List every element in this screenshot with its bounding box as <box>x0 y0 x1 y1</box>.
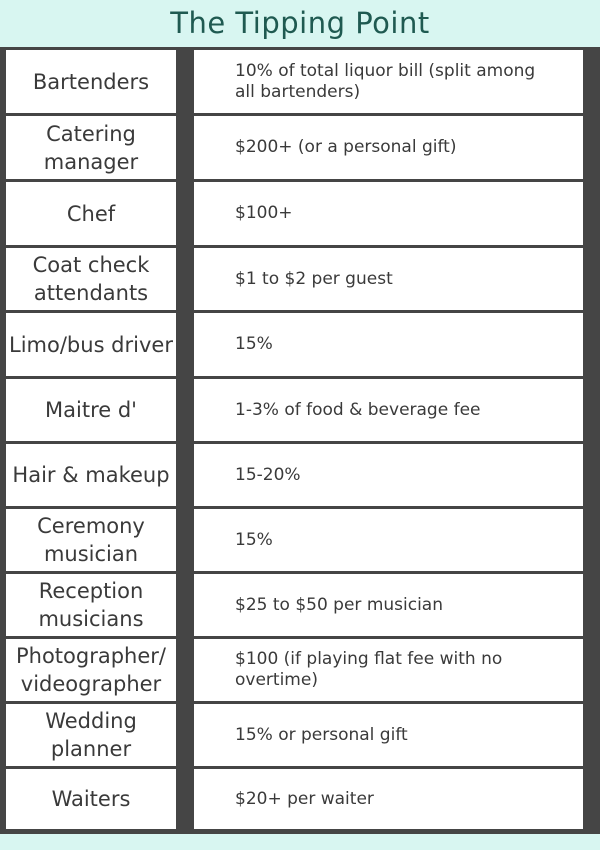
table-row: Photographer/ videographer $100 (if playi… <box>0 639 600 701</box>
role-label: Reception musicians <box>38 579 144 631</box>
role-cell: Reception musicians <box>6 574 176 636</box>
table-row: Chef $100+ <box>0 182 600 245</box>
tip-label: $25 to $50 per musician <box>235 594 443 615</box>
table-row: Bartenders 10% of total liquor bill (spli… <box>0 50 600 113</box>
tip-label: 1-3% of food & beverage fee <box>235 399 481 420</box>
table-row: Wedding planner 15% or personal gift <box>0 704 600 766</box>
tip-label: 15% or personal gift <box>235 724 408 745</box>
role-label: Chef <box>66 201 116 226</box>
role-cell: Wedding planner <box>6 704 176 766</box>
tip-cell: $100+ <box>194 182 583 245</box>
tip-cell: $25 to $50 per musician <box>194 574 583 636</box>
tip-cell: $1 to $2 per guest <box>194 248 583 310</box>
tip-label: $100+ <box>235 203 293 223</box>
table-row: Coat check attendants $1 to $2 per guest <box>0 248 600 310</box>
tip-cell: 15-20% <box>194 444 583 506</box>
role-label: Ceremony musician <box>37 514 145 566</box>
role-cell: Coat check attendants <box>6 248 176 310</box>
tip-cell: 15% <box>194 313 583 376</box>
role-label: Hair & makeup <box>12 463 170 487</box>
table-row: Waiters $20+ per waiter <box>0 769 600 829</box>
tip-cell: $100 (if playing flat fee with no overti… <box>194 639 583 701</box>
table-row: Hair & makeup 15-20% <box>0 444 600 506</box>
tip-cell: 1-3% of food & beverage fee <box>194 379 583 441</box>
role-label: Maitre d' <box>45 398 137 422</box>
role-label: Coat check attendants <box>32 253 150 305</box>
role-label: Catering manager <box>43 121 139 174</box>
role-label: Photographer/ videographer <box>15 644 166 696</box>
role-cell: Bartenders <box>6 50 176 113</box>
tip-cell: $200+ (or a personal gift) <box>194 116 583 179</box>
role-label: Waiters <box>51 787 131 811</box>
tip-label: $1 to $2 per guest <box>235 268 393 289</box>
role-label: Limo/bus driver <box>9 332 173 357</box>
tip-label: $100 (if playing flat fee with no overti… <box>235 649 503 690</box>
footer-band <box>0 834 600 850</box>
tip-cell: 15% <box>194 509 583 571</box>
role-cell: Limo/bus driver <box>6 313 176 376</box>
tip-label: 15% <box>235 529 273 550</box>
table-row: Maitre d' 1-3% of food & beverage fee <box>0 379 600 441</box>
tip-label: $200+ (or a personal gift) <box>235 137 457 157</box>
tip-cell: $20+ per waiter <box>194 769 583 829</box>
tipping-table: Bartenders 10% of total liquor bill (spli… <box>0 47 600 834</box>
role-cell: Catering manager <box>6 116 176 179</box>
table-row: Reception musicians $25 to $50 per musici… <box>0 574 600 636</box>
tip-cell: 10% of total liquor bill (split among al… <box>194 50 583 113</box>
tip-label: 15-20% <box>235 464 301 485</box>
table-row: Limo/bus driver 15% <box>0 313 600 376</box>
role-label: Bartenders <box>32 69 150 94</box>
tip-label: 10% of total liquor bill (split among al… <box>235 60 536 102</box>
table-row: Catering manager $200+ (or a personal gif… <box>0 116 600 179</box>
role-cell: Waiters <box>6 769 176 829</box>
role-cell: Photographer/ videographer <box>6 639 176 701</box>
table-row: Ceremony musician 15% <box>0 509 600 571</box>
role-cell: Ceremony musician <box>6 509 176 571</box>
tip-cell: 15% or personal gift <box>194 704 583 766</box>
header-banner: The Tipping Point <box>0 0 600 47</box>
tip-label: $20+ per waiter <box>235 788 374 809</box>
page-title: The Tipping Point <box>170 6 430 40</box>
role-cell: Hair & makeup <box>6 444 176 506</box>
tip-label: 15% <box>235 334 273 354</box>
role-cell: Chef <box>6 182 176 245</box>
role-cell: Maitre d' <box>6 379 176 441</box>
role-label: Wedding planner <box>45 709 137 761</box>
